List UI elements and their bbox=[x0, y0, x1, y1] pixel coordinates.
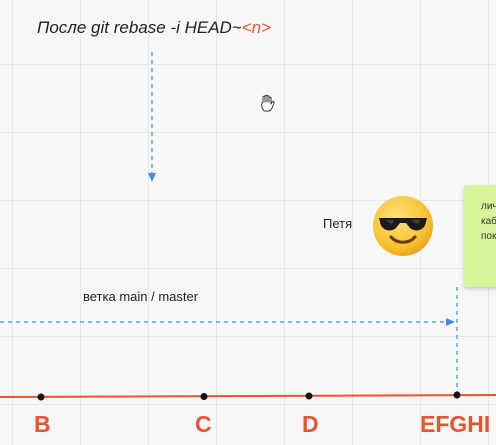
hand-cursor-icon bbox=[261, 94, 275, 112]
commit-label-d: D bbox=[302, 411, 319, 437]
commit-line bbox=[0, 394, 496, 398]
sticky-note-line: лич bbox=[481, 201, 496, 212]
sunglasses-emoji-icon bbox=[373, 196, 433, 256]
sticky-note-line: поку bbox=[481, 231, 496, 242]
commit-label-efghi: EFGHI bbox=[420, 411, 491, 437]
sticky-note: лич каб поку bbox=[464, 185, 496, 287]
commit-label-b: B bbox=[34, 411, 51, 437]
sticky-note-line: каб bbox=[481, 216, 496, 227]
branch-arrow-head bbox=[446, 318, 455, 326]
commit-label-c: C bbox=[195, 411, 212, 437]
commit-dot-c bbox=[200, 393, 208, 400]
diagram-title: После git rebase -i HEAD~<n> bbox=[37, 18, 271, 38]
vertical-arrow-head bbox=[148, 173, 156, 182]
commit-dot-b bbox=[37, 393, 45, 401]
branch-label: ветка main / master bbox=[83, 289, 199, 304]
person-label: Петя bbox=[323, 216, 353, 231]
title-main: После git rebase -i HEAD~ bbox=[37, 18, 242, 37]
commit-dot-d bbox=[305, 392, 313, 400]
title-param: <n> bbox=[241, 18, 272, 37]
commit-dot-efghi bbox=[453, 391, 461, 399]
